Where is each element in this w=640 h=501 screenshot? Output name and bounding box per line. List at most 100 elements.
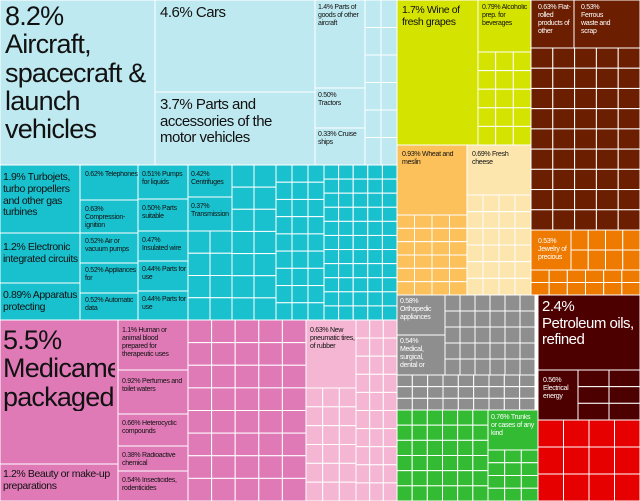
tile-chem-small-3-1 xyxy=(211,387,236,411)
tile-insecticides xyxy=(117,470,189,501)
tile-rubber-small-5-1 xyxy=(322,481,340,501)
tile-stone-a-1-1 xyxy=(587,249,606,271)
tile-machinery-b-5-0 xyxy=(231,275,255,299)
tile-machinery-c-5-1 xyxy=(291,250,309,269)
tile-textiles-b-1-2 xyxy=(520,462,539,476)
tile-metals-small-0-4 xyxy=(617,47,640,69)
tile-instruments-b-0-1 xyxy=(411,374,429,388)
tile-machinery-a-2-0 xyxy=(187,275,211,299)
tile-metals-small-5-0 xyxy=(530,148,554,170)
tile-plastics-small-9-2 xyxy=(382,482,398,501)
tile-metals-small-2-4 xyxy=(617,87,640,110)
tile-textiles-b-2-0 xyxy=(487,475,506,489)
tile-instruments-a-3-1 xyxy=(459,342,476,360)
tile-metals-small-1-2 xyxy=(574,67,597,89)
tile-plastics-small-4-1 xyxy=(369,391,384,411)
tile-mineral-small-2-0 xyxy=(577,402,610,421)
tile-metals-small-0-2 xyxy=(574,47,597,69)
tile-plastics-red-1-2 xyxy=(588,446,615,475)
tile-machinery-d-6-0 xyxy=(323,249,340,265)
tile-instruments-a-0-4 xyxy=(504,294,521,312)
tile-instruments-b-1-3 xyxy=(442,386,459,399)
tile-chem-small-4-3 xyxy=(258,410,283,434)
tile-plastics-red-0-0 xyxy=(537,419,564,448)
tile-veg-small-1-1 xyxy=(495,70,514,90)
tile-machinery-d-0-0 xyxy=(323,164,340,180)
tile-machinery-b-4-1 xyxy=(253,253,277,277)
tile-chem-small-3-4 xyxy=(281,387,307,411)
tile-textiles-small-0-2 xyxy=(426,409,444,426)
tile-stone-b-0-4 xyxy=(603,269,623,283)
tile-instruments-b-2-7 xyxy=(503,397,521,411)
tile-textiles-b-0-0 xyxy=(487,449,506,464)
tile-machinery-d-0-2 xyxy=(352,164,369,180)
tile-machinery-d-4-2 xyxy=(352,220,369,236)
tile-machinery-c-2-0 xyxy=(275,198,293,218)
tile-machinery-b-5-1 xyxy=(253,275,277,299)
tile-chem-small-1-3 xyxy=(258,342,283,366)
tile-cars xyxy=(154,0,316,93)
tile-plastics-small-5-2 xyxy=(382,410,398,430)
tile-instruments-a-4-1 xyxy=(459,358,476,376)
tile-chem-small-0-3 xyxy=(258,319,283,344)
tile-food-small-5-0 xyxy=(396,281,415,296)
tile-metals-small-4-4 xyxy=(617,128,640,150)
tile-chem-small-0-1 xyxy=(211,319,236,344)
tile-veg-small-0-2 xyxy=(512,51,532,72)
tile-metals-small-2-3 xyxy=(595,87,619,110)
tile-machinery-a-1-0 xyxy=(187,252,211,276)
tile-instruments-a-3-3 xyxy=(489,342,506,360)
tile-plastics-small-8-2 xyxy=(382,464,398,484)
tile-machinery-c-8-1 xyxy=(291,302,309,321)
tile-metals-small-3-1 xyxy=(552,108,576,130)
tile-rubber-small-0-1 xyxy=(322,387,340,408)
tile-textiles-small-0-3 xyxy=(442,409,459,426)
tile-machinery-c-4-1 xyxy=(291,233,309,252)
tile-veg-small-1-0 xyxy=(477,70,497,90)
tile-machinery-d-6-3 xyxy=(367,249,383,265)
tile-medicaments xyxy=(0,319,119,465)
tile-machinery-d-8-0 xyxy=(323,277,340,293)
tile-plastics-small-9-0 xyxy=(355,482,371,501)
tile-machinery-d-6-2 xyxy=(352,249,369,265)
tile-machinery-d-9-1 xyxy=(338,291,354,307)
tile-machinery-d-2-0 xyxy=(323,192,340,208)
tile-animal-small-3-3 xyxy=(514,244,532,263)
tile-rubber-small-2-2 xyxy=(338,425,357,445)
tile-textiles-small-4-5 xyxy=(472,470,489,487)
tile-instruments-a-0-0 xyxy=(444,294,461,312)
tile-metals-small-6-1 xyxy=(552,168,576,191)
tile-plastics-small-5-1 xyxy=(369,410,384,430)
tile-chem-small-2-2 xyxy=(234,364,260,389)
tile-plastics-small-1-1 xyxy=(369,337,384,357)
tile-rubber-small-4-1 xyxy=(322,462,340,483)
tile-chem-small-2-4 xyxy=(281,364,307,389)
tile-machinery-c-2-2 xyxy=(307,198,325,218)
tile-machinery-b-2-1 xyxy=(253,208,277,232)
tile-machinery-d-1-4 xyxy=(381,178,398,194)
tile-veg-small-0-0 xyxy=(477,51,497,72)
tile-veg-small-2-2 xyxy=(512,88,532,109)
tile-plastics-small-2-0 xyxy=(355,355,371,375)
tile-textiles-b-2-1 xyxy=(504,475,522,489)
tile-textiles-b-2-2 xyxy=(520,475,539,489)
tile-stone-b-0-2 xyxy=(566,269,586,283)
tile-plastics-small-0-1 xyxy=(369,319,384,339)
tile-food-small-1-2 xyxy=(431,227,450,243)
tile-instruments-a-3-0 xyxy=(444,342,461,360)
tile-metals-small-8-2 xyxy=(574,209,597,231)
tile-metals-small-8-0 xyxy=(530,209,554,231)
tile-transport-small-3-0 xyxy=(364,82,382,111)
tile-machinery-d-10-0 xyxy=(323,305,340,321)
tile-instruments-b-2-8 xyxy=(519,397,536,411)
tile-textiles-small-4-4 xyxy=(457,470,474,487)
tile-machinery-d-2-4 xyxy=(381,192,398,208)
tile-chem-small-1-1 xyxy=(211,342,236,366)
tile-machinery-b-0-0 xyxy=(231,164,255,188)
tile-mineral-small-1-1 xyxy=(608,386,640,404)
tile-aircraft xyxy=(0,0,156,166)
tile-plastics-small-5-0 xyxy=(355,410,371,430)
tile-machinery-a-1-1 xyxy=(209,252,233,276)
tile-transport-small-1-0 xyxy=(364,27,382,56)
tile-machinery-d-3-3 xyxy=(367,206,383,222)
